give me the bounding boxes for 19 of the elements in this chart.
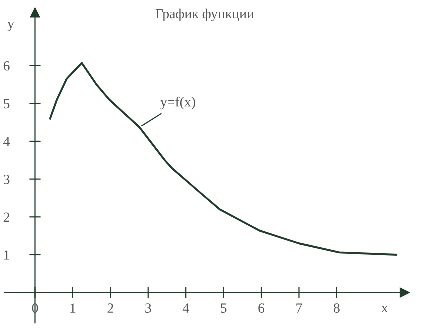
y-tick-label: 3 bbox=[4, 174, 10, 184]
x-tick-label: 7 bbox=[296, 304, 302, 313]
x-tick-label: 1 bbox=[70, 304, 76, 313]
x-tick-label: 5 bbox=[221, 304, 227, 313]
y-axis-title: y bbox=[8, 22, 14, 32]
annotation: y=f(x) bbox=[160, 96, 196, 110]
y-tick-label: 2 bbox=[4, 212, 10, 222]
line-series bbox=[49, 62, 398, 256]
x-tick-label: 4 bbox=[182, 304, 190, 313]
chart-title: График функции bbox=[156, 8, 254, 22]
x-tick-label: 8 bbox=[334, 304, 340, 313]
y-tick-label: 6 bbox=[4, 61, 10, 71]
x-tick-label: 6 bbox=[258, 304, 265, 313]
x-axis-title: x bbox=[381, 306, 388, 313]
y-tick-label: 1 bbox=[4, 250, 10, 260]
y-tick-label: 4 bbox=[4, 137, 10, 146]
x-tick-label: 3 bbox=[146, 304, 152, 313]
y-tick-label: 5 bbox=[4, 99, 10, 109]
x-tick-label: 2 bbox=[108, 304, 114, 313]
